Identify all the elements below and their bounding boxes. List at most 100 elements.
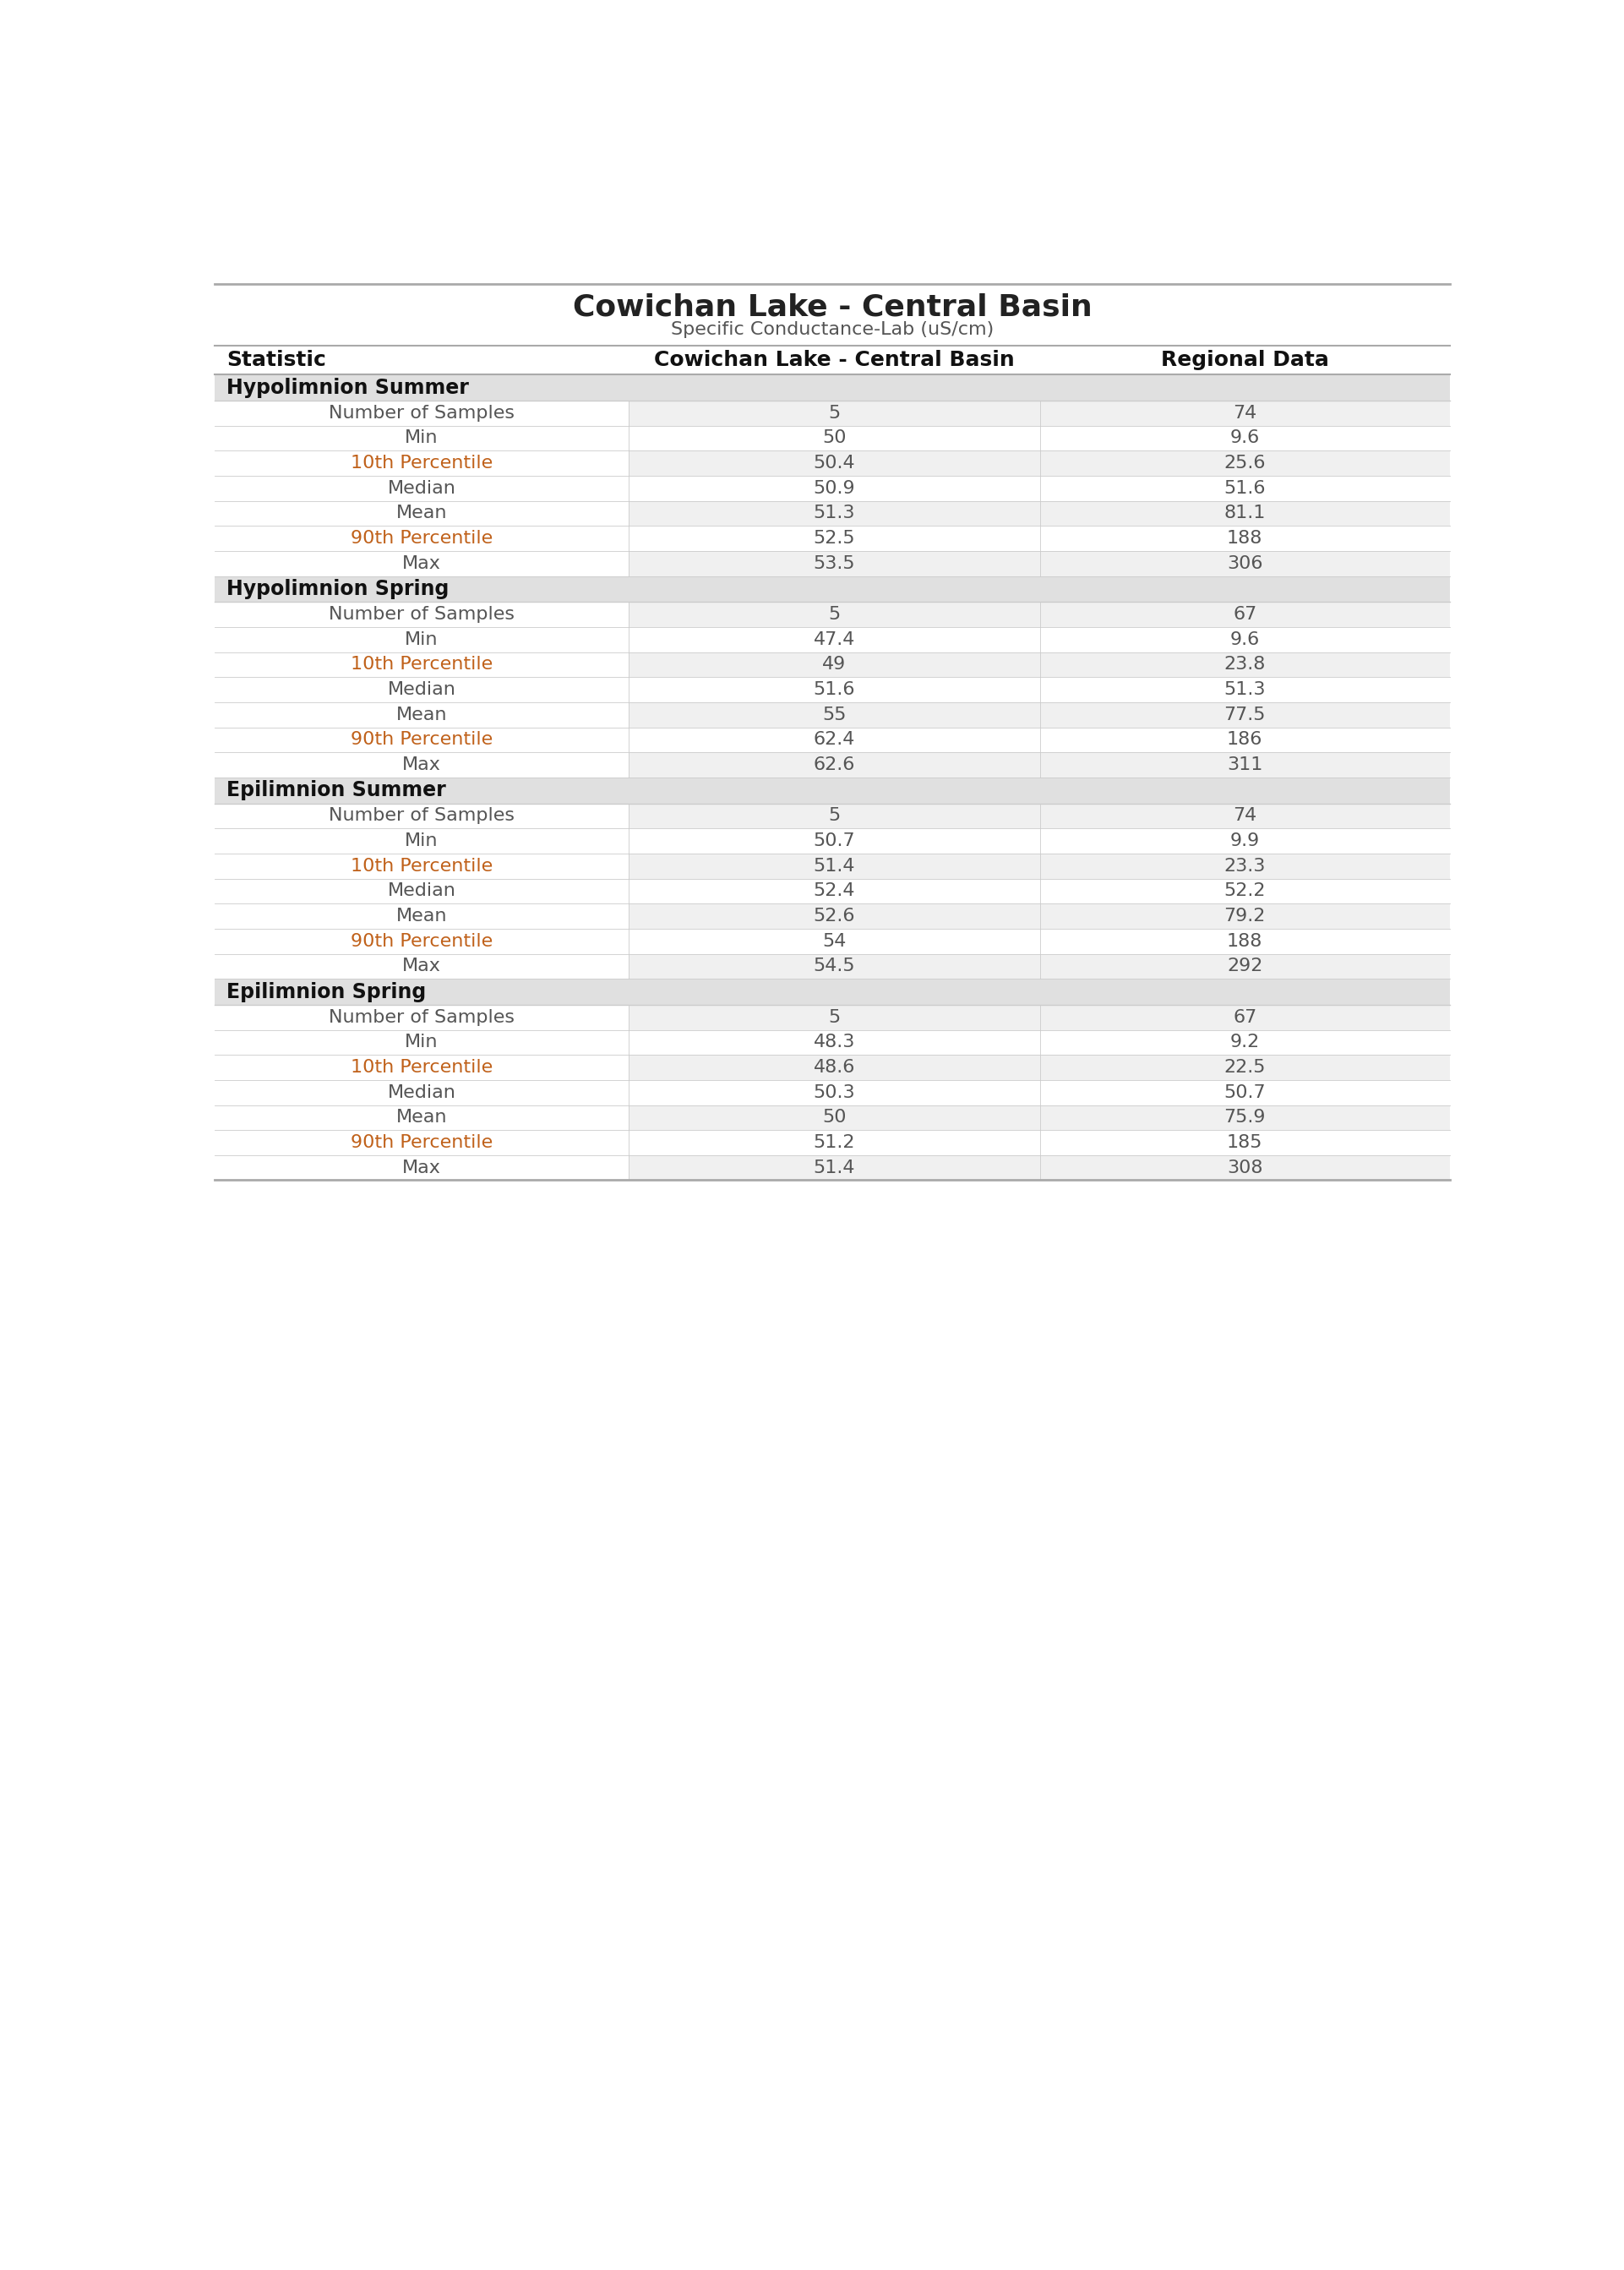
Text: Max: Max (403, 756, 442, 774)
Text: 74: 74 (1233, 808, 1257, 824)
Bar (214, 1130, 628, 1155)
Text: Number of Samples: Number of Samples (328, 1008, 515, 1026)
Bar (628, 452, 1450, 477)
Bar (214, 726, 628, 751)
Text: 52.2: 52.2 (1224, 883, 1265, 899)
Text: 50.7: 50.7 (1224, 1085, 1265, 1101)
Text: 79.2: 79.2 (1224, 908, 1265, 924)
Bar (628, 552, 1450, 577)
Text: Min: Min (404, 833, 438, 849)
Text: Epilimnion Summer: Epilimnion Summer (227, 781, 447, 801)
Bar (214, 1081, 628, 1105)
Text: 50: 50 (822, 429, 846, 447)
Bar (214, 776, 1450, 804)
Text: 54.5: 54.5 (814, 958, 856, 974)
Text: 49: 49 (822, 656, 846, 674)
Text: 23.8: 23.8 (1224, 656, 1265, 674)
Text: 25.6: 25.6 (1224, 454, 1265, 472)
Text: 74: 74 (1233, 404, 1257, 422)
Text: Min: Min (404, 631, 438, 647)
Text: 188: 188 (1226, 933, 1263, 949)
Text: 306: 306 (1226, 554, 1263, 572)
Bar (214, 978, 1450, 1006)
Text: 9.6: 9.6 (1229, 429, 1260, 447)
Text: 9.2: 9.2 (1229, 1033, 1260, 1051)
Text: 22.5: 22.5 (1224, 1060, 1265, 1076)
Bar (628, 477, 1450, 502)
Bar (214, 1056, 628, 1081)
Bar (628, 1081, 1450, 1105)
Bar (214, 375, 1450, 400)
Text: Mean: Mean (396, 908, 447, 924)
Text: Cowichan Lake - Central Basin: Cowichan Lake - Central Basin (654, 350, 1015, 370)
Text: 5: 5 (828, 1008, 840, 1026)
Text: 311: 311 (1226, 756, 1263, 774)
Text: 90th Percentile: 90th Percentile (351, 529, 492, 547)
Bar (214, 345, 1450, 375)
Bar (628, 829, 1450, 854)
Text: 52.6: 52.6 (814, 908, 856, 924)
Text: Max: Max (403, 1160, 442, 1176)
Text: 50.9: 50.9 (814, 479, 856, 497)
Bar (214, 1031, 628, 1056)
Text: 52.4: 52.4 (814, 883, 856, 899)
Text: 51.3: 51.3 (814, 504, 856, 522)
Text: 10th Percentile: 10th Percentile (351, 1060, 492, 1076)
Bar (214, 1155, 628, 1180)
Bar (214, 854, 628, 878)
Bar (628, 427, 1450, 452)
Text: 5: 5 (828, 404, 840, 422)
Text: 55: 55 (822, 706, 846, 724)
Text: Median: Median (388, 479, 456, 497)
Bar (214, 577, 1450, 602)
Bar (628, 726, 1450, 751)
Text: 81.1: 81.1 (1224, 504, 1265, 522)
Bar (214, 284, 1450, 345)
Text: Hypolimnion Summer: Hypolimnion Summer (227, 377, 469, 397)
Text: Mean: Mean (396, 706, 447, 724)
Text: 23.3: 23.3 (1224, 858, 1265, 874)
Text: 62.4: 62.4 (814, 731, 854, 749)
Text: 51.4: 51.4 (814, 858, 856, 874)
Text: 10th Percentile: 10th Percentile (351, 858, 492, 874)
Text: 90th Percentile: 90th Percentile (351, 731, 492, 749)
Text: Median: Median (388, 883, 456, 899)
Text: Mean: Mean (396, 1110, 447, 1126)
Bar (628, 627, 1450, 651)
Text: Max: Max (403, 554, 442, 572)
Bar (214, 751, 628, 776)
Bar (628, 502, 1450, 527)
Bar (214, 552, 628, 577)
Text: Number of Samples: Number of Samples (328, 404, 515, 422)
Text: Mean: Mean (396, 504, 447, 522)
Text: 51.3: 51.3 (1224, 681, 1265, 699)
Text: 50.3: 50.3 (814, 1085, 856, 1101)
Bar (628, 804, 1450, 829)
Text: 67: 67 (1233, 606, 1257, 622)
Bar (214, 1006, 628, 1031)
Text: 308: 308 (1226, 1160, 1263, 1176)
Bar (628, 1031, 1450, 1056)
Text: Min: Min (404, 429, 438, 447)
Text: 48.3: 48.3 (814, 1033, 854, 1051)
Bar (214, 804, 628, 829)
Bar (628, 854, 1450, 878)
Text: Epilimnion Spring: Epilimnion Spring (227, 981, 425, 1001)
Bar (628, 953, 1450, 978)
Bar (628, 676, 1450, 701)
Text: 9.6: 9.6 (1229, 631, 1260, 647)
Text: 5: 5 (828, 606, 840, 622)
Bar (214, 502, 628, 527)
Text: Number of Samples: Number of Samples (328, 808, 515, 824)
Text: 47.4: 47.4 (814, 631, 854, 647)
Text: 10th Percentile: 10th Percentile (351, 656, 492, 674)
Bar (214, 427, 628, 452)
Text: 67: 67 (1233, 1008, 1257, 1026)
Bar (214, 701, 628, 726)
Bar (214, 1105, 628, 1130)
Text: 54: 54 (822, 933, 846, 949)
Text: Regional Data: Regional Data (1161, 350, 1328, 370)
Bar (628, 602, 1450, 627)
Text: 75.9: 75.9 (1224, 1110, 1265, 1126)
Bar (628, 527, 1450, 552)
